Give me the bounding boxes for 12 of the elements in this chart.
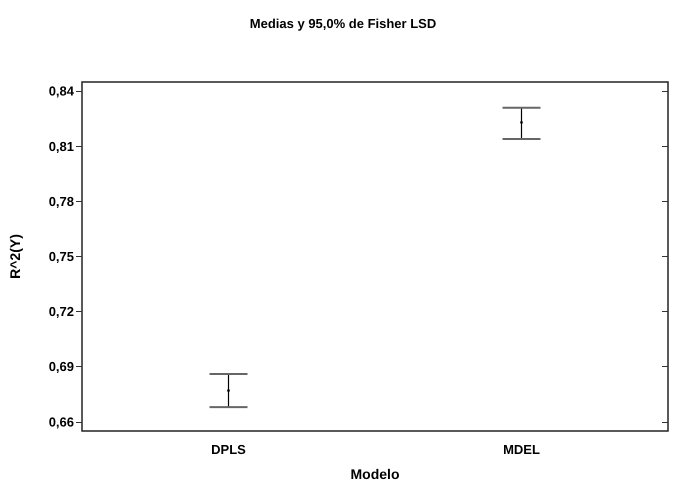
y-axis-title: R^2(Y) <box>7 234 23 279</box>
y-tick-label: 0,78 <box>48 194 74 209</box>
x-tick-label: DPLS <box>211 442 246 457</box>
y-tick-label: 0,84 <box>48 84 75 99</box>
x-tick-label: MDEL <box>503 442 540 457</box>
y-tick-label: 0,66 <box>48 414 74 430</box>
x-axis-title: Modelo <box>350 466 400 482</box>
y-tick-label: 0,75 <box>48 249 74 264</box>
chart-title: Medias y 95,0% de Fisher LSD <box>250 16 436 31</box>
y-tick-label: 0,72 <box>48 304 74 320</box>
y-tick-label: 0,69 <box>48 359 74 374</box>
y-tick-label: 0,81 <box>48 138 74 154</box>
